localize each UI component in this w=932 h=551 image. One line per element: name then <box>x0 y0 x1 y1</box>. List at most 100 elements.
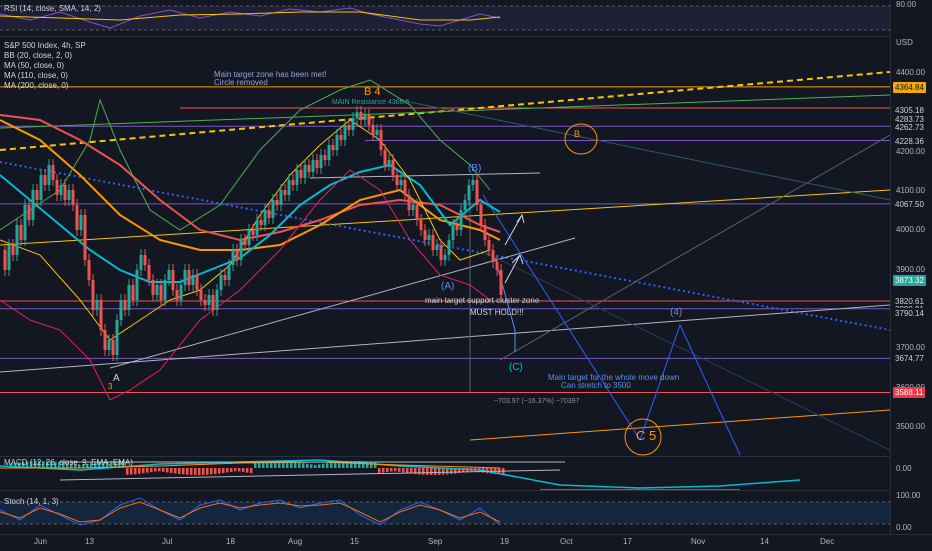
macd-histogram-bar <box>342 461 345 468</box>
wave-label-c5[interactable]: C 5 <box>636 428 657 443</box>
wave-label-three[interactable]: 3 <box>108 382 113 391</box>
annotation-support-cluster[interactable]: main target support cluster zone <box>425 296 540 305</box>
price-level-label[interactable]: 4364.84 <box>893 81 926 93</box>
price-level-label[interactable]: 3790.14 <box>893 307 926 319</box>
candle-body <box>267 210 271 218</box>
pane-separator <box>0 36 932 37</box>
candle-body <box>35 190 39 200</box>
price-axis-tick: 3600.00 <box>896 383 925 392</box>
macd-histogram-bar <box>158 468 161 472</box>
candle-body <box>431 235 435 250</box>
currency-label: USD <box>896 38 913 47</box>
wave-label-b4[interactable]: B 4 <box>364 86 381 98</box>
macd-histogram-bar <box>354 461 357 468</box>
candle-body <box>107 340 111 350</box>
candle-body <box>135 270 139 300</box>
macd-histogram-bar <box>70 463 73 468</box>
candle-body <box>23 205 27 240</box>
candle-body <box>171 270 175 290</box>
wave-label-four[interactable]: (4) <box>670 307 683 318</box>
candle-body <box>275 200 279 205</box>
price-axis-tick: 4400.00 <box>896 68 925 77</box>
macd-histogram-bar <box>374 462 377 468</box>
legend-ma110[interactable]: MA (110, close, 0) <box>4 71 68 80</box>
macd-histogram-bar <box>286 461 289 468</box>
annotation-main-resistance[interactable]: MAIN Resistance 4308.5 <box>332 99 410 106</box>
green-trendline <box>0 94 890 129</box>
macd-histogram-bar <box>174 468 177 474</box>
candle-body <box>451 225 455 240</box>
macd-histogram-bar <box>322 463 325 468</box>
annotation-main-target[interactable]: Main target for the whole move down <box>548 373 680 382</box>
candle-body <box>115 320 119 355</box>
macd-histogram-bar <box>30 461 33 468</box>
candle-body <box>251 230 255 235</box>
candle-body <box>471 180 475 185</box>
candle-body <box>163 280 167 300</box>
annotation-target-met[interactable]: Main target zone has been met! <box>214 70 327 79</box>
price-axis-tick: 3500.00 <box>896 422 925 432</box>
price-level-label[interactable]: 4262.73 <box>893 122 926 134</box>
price-level-label[interactable]: 3674.77 <box>893 353 926 365</box>
wave-label-a[interactable]: A <box>113 373 120 384</box>
price-level-label[interactable]: 4283.73 <box>893 113 926 125</box>
candle-body <box>247 230 251 245</box>
macd-histogram-bar <box>58 462 61 468</box>
macd-histogram-bar <box>182 468 185 475</box>
macd-histogram-bar <box>134 468 137 475</box>
candle-body <box>231 250 235 265</box>
price-level-label[interactable]: 3873.32 <box>893 275 926 287</box>
legend-symbol[interactable]: S&P 500 Index, 4h, SP <box>4 41 86 50</box>
annotation-stretch[interactable]: Can stretch to 3500 <box>561 381 631 390</box>
annotation-measure[interactable]: −703.97 (−16.37%) −70397 <box>494 398 580 405</box>
candle-body <box>427 235 431 240</box>
macd-histogram-bar <box>46 461 49 468</box>
macd-histogram-bar <box>306 463 309 468</box>
macd-histogram-bar <box>214 468 217 475</box>
annotation-circle-removed[interactable]: Circle removed <box>214 78 268 87</box>
candle-body <box>179 285 183 300</box>
stoch-legend[interactable]: Stoch (14, 1, 3) <box>4 497 59 506</box>
annotation-must-hold[interactable]: MUST HOLD!!! <box>470 308 524 317</box>
candle-body <box>187 270 191 285</box>
arrow-head <box>511 254 524 265</box>
candle-body <box>71 190 75 205</box>
candle-body <box>159 285 163 300</box>
candle-body <box>63 185 67 200</box>
legend-bb[interactable]: BB (20, close, 2, 0) <box>4 51 73 60</box>
time-axis-tick: Dec <box>820 537 835 546</box>
time-axis[interactable] <box>0 534 932 551</box>
time-axis-tick: Sep <box>428 537 443 546</box>
time-axis-tick: 18 <box>226 537 235 546</box>
macd-histogram-bar <box>10 463 13 468</box>
target-circle-c5 <box>624 418 662 456</box>
wave-label-b-paren[interactable]: (B) <box>468 163 482 174</box>
candle-body <box>479 205 483 225</box>
price-level-label[interactable]: 4305.18 <box>893 105 926 117</box>
rsi-legend[interactable]: RSI (14, close, SMA, 14, 2) <box>4 4 101 13</box>
wave-label-b-circle[interactable]: B <box>574 129 581 139</box>
candle-body <box>283 190 287 195</box>
macd-histogram-bar <box>346 461 349 468</box>
price-level-label[interactable]: 3588.11 <box>893 387 926 399</box>
legend-ma200[interactable]: MA (200, close, 0) <box>4 81 69 90</box>
candle-body <box>323 155 327 160</box>
time-axis-tick: Jun <box>34 537 47 546</box>
macd-histogram-bar <box>254 462 257 468</box>
grey-fan-line <box>499 134 890 361</box>
macd-histogram-bar <box>438 468 441 475</box>
wave-label-c-paren[interactable]: (C) <box>509 362 523 373</box>
macd-histogram-bar <box>178 468 181 474</box>
macd-histogram-bar <box>382 468 385 473</box>
price-level-label[interactable]: 4228.36 <box>893 135 926 147</box>
wave-label-a-paren[interactable]: (A) <box>441 281 455 292</box>
macd-histogram-bar <box>238 468 241 472</box>
candle-body <box>379 130 383 150</box>
macd-histogram-bar <box>102 461 105 468</box>
pane-separator <box>0 456 932 457</box>
candle-body <box>131 285 135 300</box>
price-level-label[interactable]: 3820.61 <box>893 295 926 307</box>
macd-legend[interactable]: MACD (12, 26, close, 9, EMA, EMA) <box>4 458 133 467</box>
price-level-label[interactable]: 4067.50 <box>893 198 926 210</box>
legend-ma50[interactable]: MA (50, close, 0) <box>4 61 65 70</box>
